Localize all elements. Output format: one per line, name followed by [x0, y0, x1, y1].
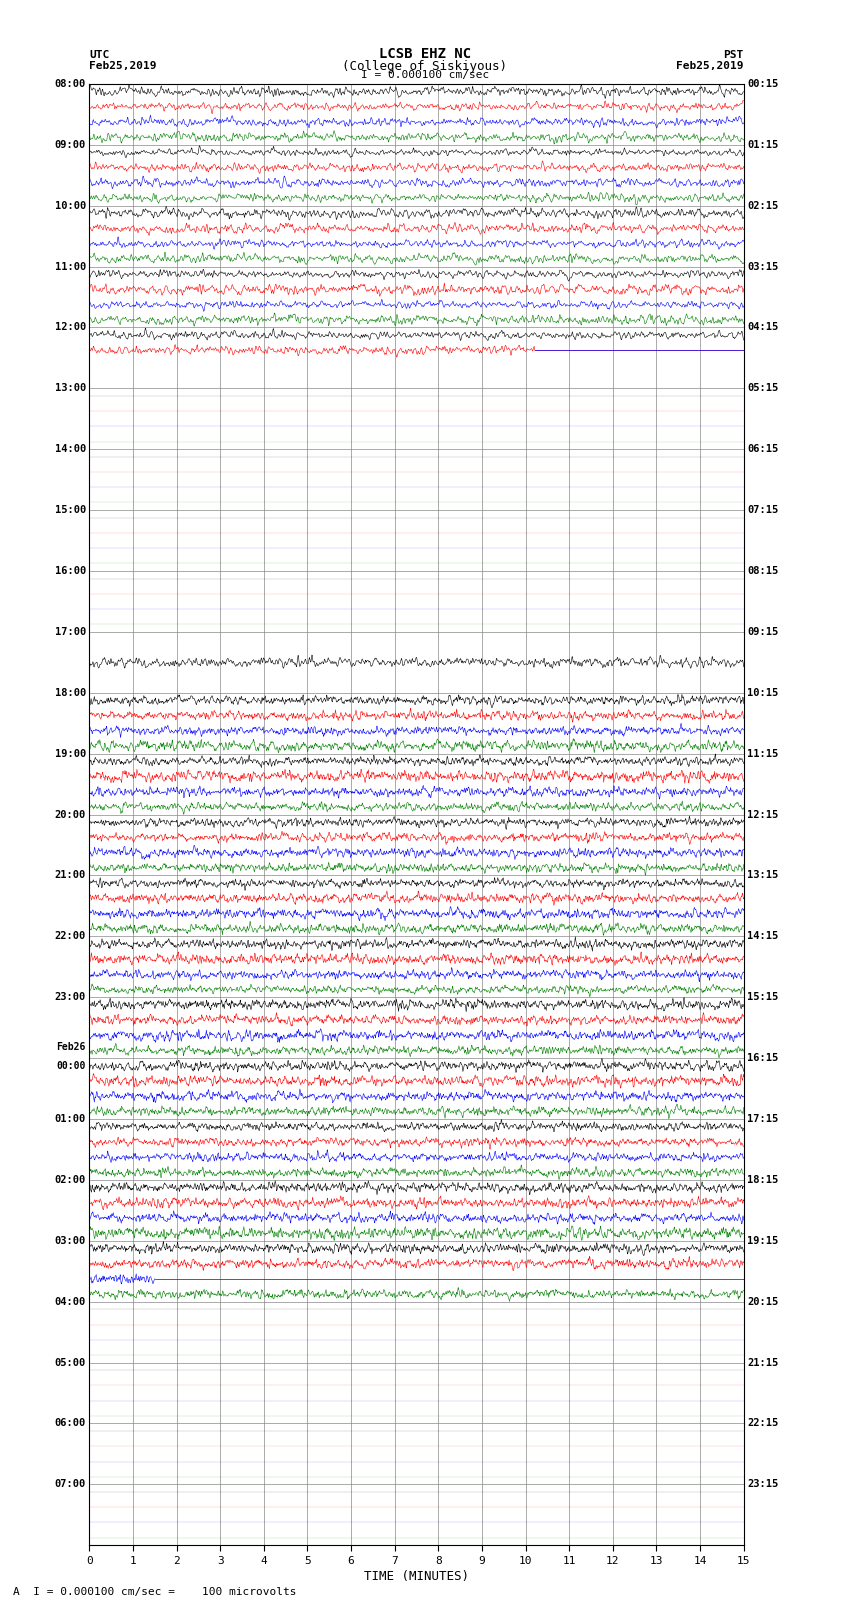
Text: 17:15: 17:15 [747, 1115, 779, 1124]
Text: 10:15: 10:15 [747, 687, 779, 698]
Text: 06:00: 06:00 [54, 1418, 86, 1429]
Text: 13:00: 13:00 [54, 384, 86, 394]
Text: 08:00: 08:00 [54, 79, 86, 89]
Text: 00:00: 00:00 [57, 1061, 86, 1071]
Text: 11:00: 11:00 [54, 261, 86, 271]
Text: LCSB EHZ NC: LCSB EHZ NC [379, 47, 471, 61]
Text: 22:00: 22:00 [54, 931, 86, 942]
Text: UTC: UTC [89, 50, 110, 60]
Text: 00:15: 00:15 [747, 79, 779, 89]
Text: 22:15: 22:15 [747, 1418, 779, 1429]
Text: 05:00: 05:00 [54, 1358, 86, 1368]
Text: (College of Siskiyous): (College of Siskiyous) [343, 60, 507, 73]
Text: 19:15: 19:15 [747, 1236, 779, 1245]
Text: 03:15: 03:15 [747, 261, 779, 271]
Text: 14:15: 14:15 [747, 931, 779, 942]
Text: 12:00: 12:00 [54, 323, 86, 332]
Text: 14:00: 14:00 [54, 444, 86, 455]
Text: 15:00: 15:00 [54, 505, 86, 515]
Text: 08:15: 08:15 [747, 566, 779, 576]
Text: 01:00: 01:00 [54, 1115, 86, 1124]
Text: Feb26: Feb26 [57, 1042, 86, 1052]
Text: 10:00: 10:00 [54, 200, 86, 211]
Text: Feb25,2019: Feb25,2019 [89, 61, 156, 71]
Text: 18:15: 18:15 [747, 1174, 779, 1186]
Text: 21:15: 21:15 [747, 1358, 779, 1368]
Text: PST: PST [723, 50, 744, 60]
Text: 09:15: 09:15 [747, 627, 779, 637]
Text: 02:15: 02:15 [747, 200, 779, 211]
Text: 07:00: 07:00 [54, 1479, 86, 1489]
Text: 09:00: 09:00 [54, 140, 86, 150]
Text: 07:15: 07:15 [747, 505, 779, 515]
Text: 02:00: 02:00 [54, 1174, 86, 1186]
Text: 13:15: 13:15 [747, 871, 779, 881]
Text: 20:00: 20:00 [54, 810, 86, 819]
Text: 17:00: 17:00 [54, 627, 86, 637]
Text: Feb25,2019: Feb25,2019 [677, 61, 744, 71]
Text: 11:15: 11:15 [747, 748, 779, 758]
Text: 04:15: 04:15 [747, 323, 779, 332]
Text: A  I = 0.000100 cm/sec =    100 microvolts: A I = 0.000100 cm/sec = 100 microvolts [13, 1587, 297, 1597]
Text: 06:15: 06:15 [747, 444, 779, 455]
Text: 15:15: 15:15 [747, 992, 779, 1002]
Text: 03:00: 03:00 [54, 1236, 86, 1245]
Text: 16:00: 16:00 [54, 566, 86, 576]
Text: 18:00: 18:00 [54, 687, 86, 698]
Text: 01:15: 01:15 [747, 140, 779, 150]
Text: 23:15: 23:15 [747, 1479, 779, 1489]
Text: 19:00: 19:00 [54, 748, 86, 758]
Text: 05:15: 05:15 [747, 384, 779, 394]
Text: 23:00: 23:00 [54, 992, 86, 1002]
Text: 12:15: 12:15 [747, 810, 779, 819]
Text: 20:15: 20:15 [747, 1297, 779, 1307]
Text: I = 0.000100 cm/sec: I = 0.000100 cm/sec [361, 69, 489, 79]
Text: 04:00: 04:00 [54, 1297, 86, 1307]
X-axis label: TIME (MINUTES): TIME (MINUTES) [364, 1569, 469, 1582]
Text: 21:00: 21:00 [54, 871, 86, 881]
Text: 16:15: 16:15 [747, 1053, 779, 1063]
